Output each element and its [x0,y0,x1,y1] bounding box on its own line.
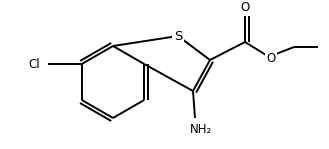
Text: NH₂: NH₂ [190,123,212,136]
Text: S: S [174,30,182,42]
Text: O: O [240,1,250,14]
Text: O: O [266,52,276,65]
Text: Cl: Cl [28,58,40,70]
